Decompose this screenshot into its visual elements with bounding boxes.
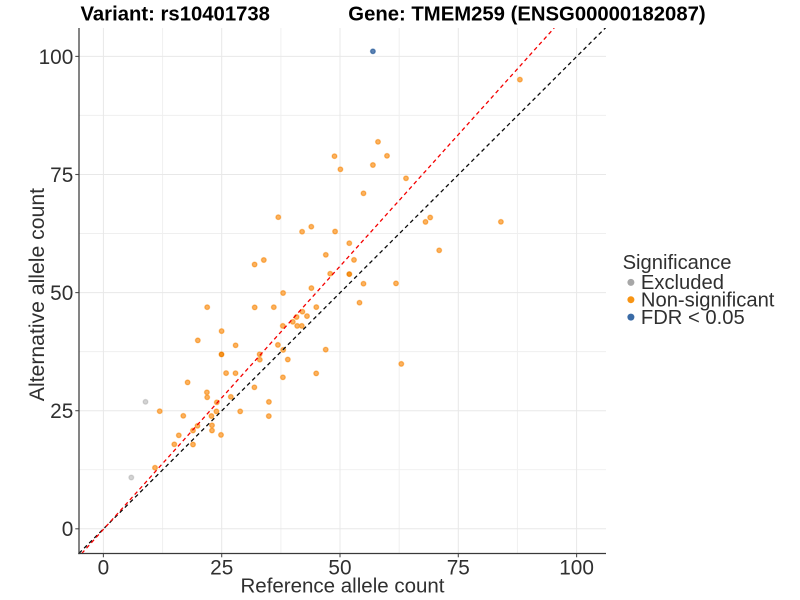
svg-text:Alternative allele count: Alternative allele count [26, 188, 49, 401]
svg-text:0: 0 [98, 556, 110, 579]
svg-text:25: 25 [50, 400, 73, 423]
svg-text:25: 25 [210, 556, 233, 579]
svg-text:100: 100 [559, 556, 594, 579]
svg-text:Excluded: Excluded [641, 272, 724, 294]
svg-text:50: 50 [50, 282, 73, 305]
svg-text:75: 75 [50, 164, 73, 187]
svg-text:100: 100 [39, 46, 74, 69]
svg-text:50: 50 [328, 556, 351, 579]
svg-text:0: 0 [62, 518, 74, 541]
svg-text:FDR < 0.05: FDR < 0.05 [641, 307, 745, 329]
svg-text:75: 75 [447, 556, 470, 579]
svg-text:Non-significant: Non-significant [641, 289, 775, 311]
svg-text:Variant: rs10401738: Variant: rs10401738 [81, 4, 270, 26]
svg-text:Gene: TMEM259 (ENSG00000182087: Gene: TMEM259 (ENSG00000182087) [348, 4, 705, 26]
svg-text:Significance: Significance [623, 252, 732, 274]
svg-text:Reference allele count: Reference allele count [241, 575, 445, 598]
